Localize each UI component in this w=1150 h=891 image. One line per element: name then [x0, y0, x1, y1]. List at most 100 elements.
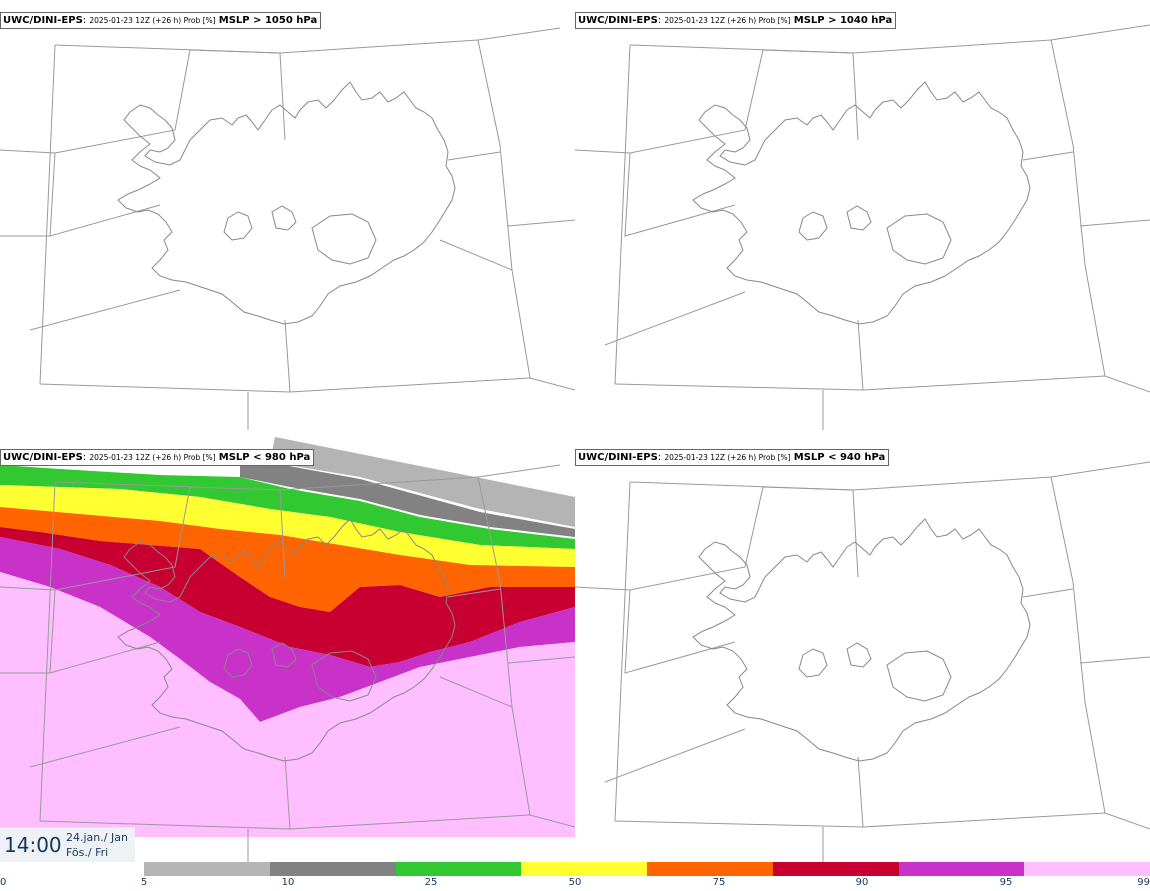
grid-line: [1079, 219, 1150, 227]
grid-line: [614, 812, 1150, 830]
model-name: UWC/DINI-EPS: [3, 452, 83, 463]
run-info: 2025-01-23 12Z (+26 h) Prob [%]: [89, 453, 216, 462]
probability-band: [0, 485, 575, 567]
inland-feature: [271, 642, 297, 668]
model-name: UWC/DINI-EPS: [578, 15, 658, 26]
probability-band: [0, 507, 575, 612]
map-panel-mslp-gt-1040: UWC/DINI-EPS: 2025-01-23 12Z (+26 h) Pro…: [575, 0, 1150, 430]
probability-band: [240, 457, 575, 537]
threshold-label: MSLP > 1050 hPa: [218, 15, 318, 26]
grid-line: [857, 756, 864, 828]
colorbar-segment: [144, 862, 270, 876]
grid-line: [39, 377, 575, 393]
probability-field: [0, 437, 575, 837]
colorbar-tick-label: 75: [712, 877, 726, 888]
model-name: UWC/DINI-EPS: [578, 452, 658, 463]
grid-line: [1050, 476, 1106, 814]
grid-line: [614, 375, 1150, 393]
panel-title: UWC/DINI-EPS: 2025-01-23 12Z (+26 h) Pro…: [575, 449, 890, 466]
inland-feature: [311, 213, 377, 265]
grid-line: [29, 726, 181, 768]
colorbar-tick-label: 99: [1137, 877, 1150, 888]
grid-line: [29, 289, 181, 331]
grid-line: [477, 39, 531, 379]
grid-line: [447, 151, 501, 161]
grid-line: [39, 44, 56, 385]
grid-line: [614, 44, 631, 385]
colorbar: [144, 862, 1150, 876]
grid-line: [1022, 151, 1074, 161]
map-panel-mslp-lt-980: UWC/DINI-EPS: 2025-01-23 12Z (+26 h) Pro…: [0, 437, 575, 867]
grid-line: [0, 49, 286, 154]
coastline: [117, 81, 456, 325]
coastline: [692, 518, 1031, 762]
threshold-label: MSLP < 980 hPa: [218, 452, 311, 463]
run-info: 2025-01-23 12Z (+26 h) Prob [%]: [664, 16, 791, 25]
map-canvas: [575, 24, 1150, 430]
grid-line: [857, 319, 864, 391]
grid-line: [575, 486, 859, 591]
colorbar-tick-label: 95: [999, 877, 1013, 888]
grid-line: [614, 481, 631, 822]
colorbar-segment: [269, 862, 396, 876]
coastline: [692, 81, 1031, 325]
grid-line: [604, 728, 746, 783]
map-canvas: [575, 461, 1150, 867]
colorbar-segment: [647, 862, 773, 876]
colorbar-tick-label: 0: [0, 877, 7, 888]
panel-title: UWC/DINI-EPS: 2025-01-23 12Z (+26 h) Pro…: [0, 12, 322, 29]
probability-band: [0, 537, 575, 722]
map-canvas: [0, 27, 575, 430]
colorbar-segment: [898, 862, 1025, 876]
probability-band: [270, 437, 575, 527]
grid-line: [284, 319, 291, 393]
colorbar-segment: [772, 862, 899, 876]
inland-feature: [271, 205, 297, 231]
probability-band: [0, 465, 575, 549]
valid-time-box: 14:00 24.jan./ Jan Fös./ Fri: [0, 827, 135, 862]
grid-line: [1079, 656, 1150, 664]
valid-time: 14:00: [4, 833, 62, 857]
valid-weekday: Fös./ Fri: [66, 846, 109, 859]
inland-feature: [846, 642, 872, 668]
grid-line: [1022, 588, 1074, 598]
inland-feature: [798, 648, 828, 678]
colorbar-tick-label: 5: [140, 877, 148, 888]
colorbar-tick-label: 50: [568, 877, 582, 888]
grid-line: [575, 49, 859, 154]
inland-feature: [223, 211, 253, 241]
grid-line: [604, 291, 746, 346]
valid-date: 24.jan./ Jan: [66, 831, 128, 844]
probability-band: [0, 572, 575, 837]
map-panel-mslp-gt-1050: UWC/DINI-EPS: 2025-01-23 12Z (+26 h) Pro…: [0, 0, 575, 430]
inland-feature: [798, 211, 828, 241]
colorbar-segment: [395, 862, 522, 876]
panel-title: UWC/DINI-EPS: 2025-01-23 12Z (+26 h) Pro…: [575, 12, 897, 29]
threshold-label: MSLP < 940 hPa: [793, 452, 886, 463]
threshold-label: MSLP > 1040 hPa: [793, 15, 893, 26]
grid-line: [477, 476, 531, 816]
grid-line: [439, 676, 513, 708]
grid-line: [284, 756, 291, 830]
grid-line: [629, 24, 1150, 54]
run-info: 2025-01-23 12Z (+26 h) Prob [%]: [664, 453, 791, 462]
panel-title: UWC/DINI-EPS: 2025-01-23 12Z (+26 h) Pro…: [0, 449, 315, 466]
grid-line: [49, 152, 161, 237]
grid-line: [439, 239, 513, 271]
grid-line: [507, 219, 575, 227]
colorbar-segment: [1024, 862, 1150, 876]
inland-feature: [223, 648, 253, 678]
coastline: [117, 518, 456, 762]
inland-feature: [886, 213, 952, 265]
colorbar-tick-label: 10: [281, 877, 295, 888]
inland-feature: [886, 650, 952, 702]
grid-line: [39, 814, 575, 830]
model-name: UWC/DINI-EPS: [3, 15, 83, 26]
grid-line: [54, 27, 561, 54]
inland-feature: [846, 205, 872, 231]
grid-line: [624, 589, 736, 674]
grid-line: [624, 152, 736, 237]
colorbar-tick-label: 25: [424, 877, 438, 888]
grid-line: [0, 486, 286, 591]
grid-line: [447, 588, 501, 598]
